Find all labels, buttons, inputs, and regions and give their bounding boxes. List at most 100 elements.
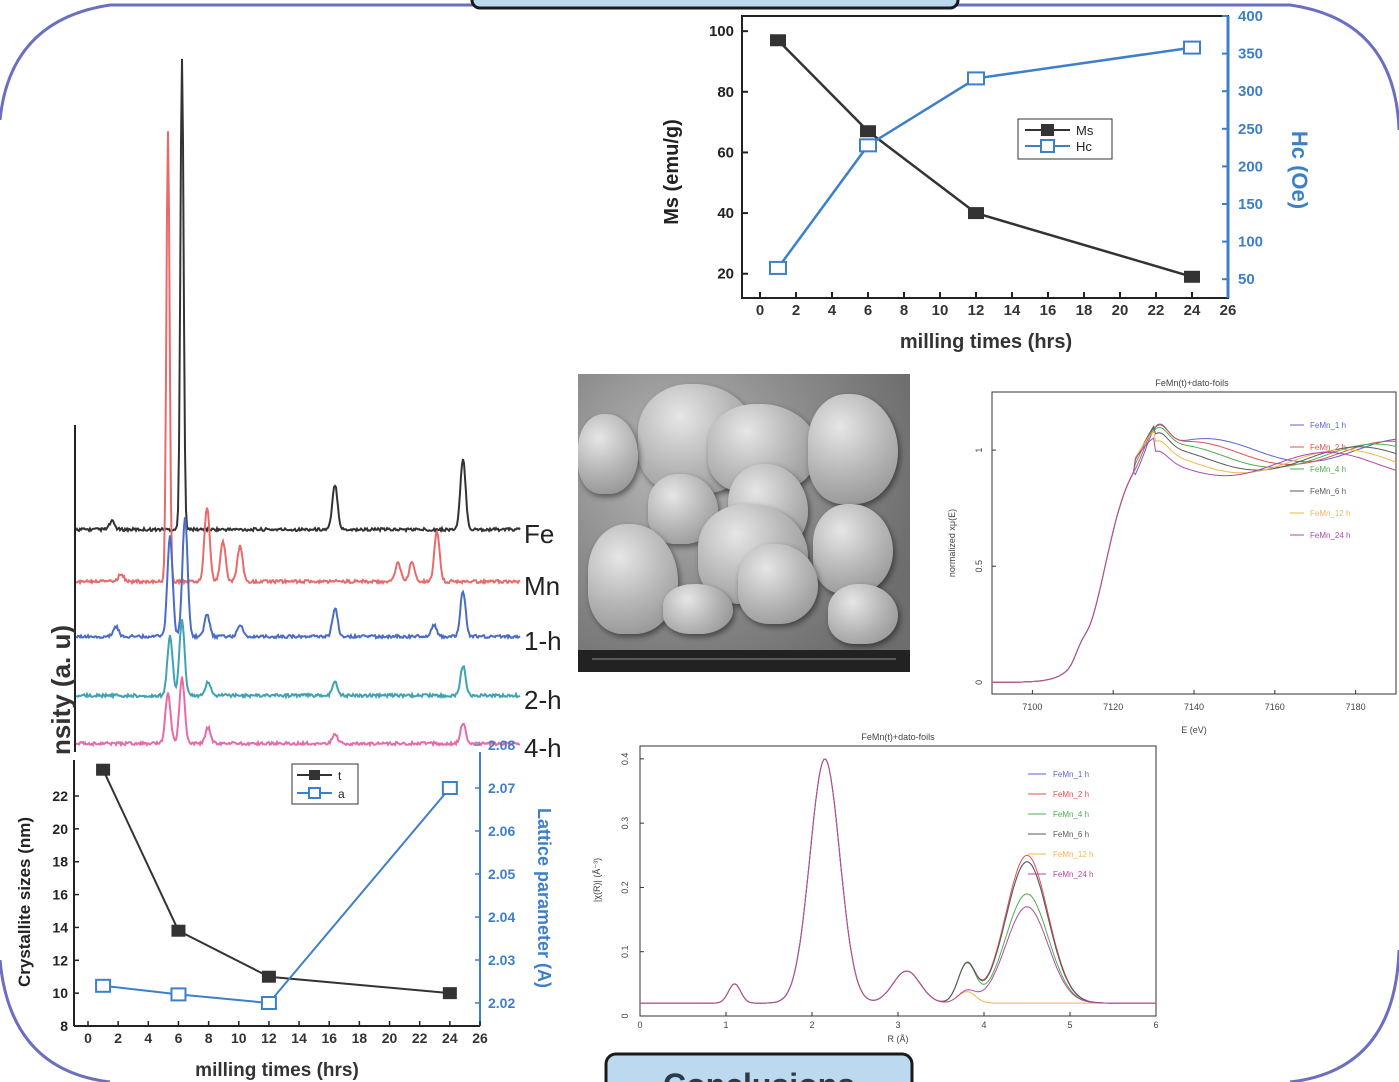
crystallite-x-tick-label: 2	[114, 1030, 122, 1046]
exafs-chart: FeMn(t)+dato-foils 0 1 2 3 4 5 6 0 0.1 0.2 0.3 0.4…	[592, 732, 1159, 1044]
ms-hc-y2-tick-label: 300	[1238, 83, 1263, 100]
crystallite-chart: 0 2 4 6 8 10 12 14 16 18 20 22 24 26 810121416182022 …	[15, 737, 554, 1081]
ms-hc-point-ms	[860, 125, 876, 138]
conclusions-button-frame[interactable]	[604, 1052, 914, 1082]
ms-hc-x-tick-label: 18	[1076, 302, 1093, 319]
xrd-trace-label-fe: Fe	[524, 519, 554, 549]
ms-hc-x-tick-label: 22	[1148, 302, 1165, 319]
crystallite-point-a	[95, 978, 112, 993]
crystallite-y-tick-label: 8	[60, 1018, 68, 1034]
exafs-plot-frame	[639, 745, 1157, 1017]
xanes-y-axis-label: normalized xμ(E)	[947, 509, 957, 577]
ms-hc-y2-tick-label: 150	[1238, 196, 1263, 213]
exafs-y-tick-label: 0.2	[620, 881, 630, 894]
ms-hc-x-tick-label: 14	[1004, 302, 1021, 319]
exafs-x-tick-label: 0	[637, 1020, 642, 1030]
conclusions-button-label[interactable]: Conclusions	[663, 1067, 855, 1082]
exafs-trace	[640, 758, 1156, 1004]
xanes-legend-label: FeMn_4 h	[1310, 465, 1346, 474]
exafs-legend-label: FeMn_24 h	[1053, 870, 1093, 879]
xanes-legend-label: FeMn_2 h	[1310, 443, 1346, 452]
xrd-trace-label-mn: Mn	[524, 571, 560, 601]
xanes-trace	[992, 424, 1397, 683]
crystallite-point-t	[261, 970, 276, 983]
ms-hc-point-ms	[1184, 270, 1200, 283]
exafs-x-tick-label: 1	[723, 1020, 728, 1030]
crystallite-legend-t-label: t	[338, 769, 342, 783]
ms-hc-x-tick-label: 12	[968, 302, 985, 319]
crystallite-x-tick-label: 16	[321, 1030, 337, 1046]
ms-hc-y-tick-label: 80	[717, 84, 734, 101]
crystallite-series-line-t	[102, 769, 450, 995]
exafs-x-axis-label: R (Å)	[888, 1034, 909, 1044]
exafs-y-tick-label: 0	[620, 1013, 630, 1018]
xrd-y-axis-label: nsity (a. u)	[46, 625, 76, 755]
ms-hc-legend-hc-marker	[1040, 139, 1055, 153]
ms-hc-y-tick-label: 100	[709, 23, 734, 40]
xrd-trace-mn	[75, 131, 521, 586]
ms-hc-y-axis-label: Ms (emu/g)	[661, 119, 683, 225]
crystallite-x-tick-label: 26	[472, 1030, 488, 1046]
crystallite-x-tick-label: 4	[144, 1030, 152, 1046]
xanes-title: FeMn(t)+dato-foils	[1155, 378, 1229, 388]
exafs-legend-label: FeMn_1 h	[1053, 770, 1089, 779]
ms-hc-x-tick-label: 0	[756, 302, 764, 319]
crystallite-point-a	[260, 996, 277, 1010]
xanes-y-tick-label: 0	[974, 680, 984, 685]
xanes-chart: FeMn(t)+dato-foils 7100 7120 7140 7160 7180 …	[947, 378, 1397, 735]
exafs-y-tick-label: 0.1	[620, 945, 630, 958]
crystallite-point-t	[171, 924, 186, 937]
xrd-trace-2-h	[75, 619, 521, 700]
ms-hc-point-hc	[769, 260, 787, 275]
ms-hc-y2-tick-label: 350	[1238, 46, 1263, 63]
exafs-y-tick-label: 0.3	[620, 817, 630, 830]
crystallite-y2-tick-label: 2.02	[488, 995, 515, 1011]
crystallite-x-tick-label: 0	[84, 1030, 92, 1046]
exafs-y-axis-label: |χ(R)| (Å⁻³)	[592, 858, 602, 902]
crystallite-y-tick-label: 14	[52, 919, 68, 935]
ms-hc-x-tick-label: 6	[864, 302, 872, 319]
crystallite-y2-tick-label: 2.07	[488, 780, 515, 796]
ms-hc-x-axis-label: milling times (hrs)	[900, 331, 1072, 353]
xrd-trace-label-1-h: 1-h	[524, 626, 562, 656]
crystallite-x-tick-label: 18	[352, 1030, 368, 1046]
exafs-x-tick-label: 4	[981, 1020, 986, 1030]
crystallite-x-tick-label: 24	[442, 1030, 458, 1046]
crystallite-point-a	[170, 987, 187, 1002]
ms-hc-y2-tick-label: 100	[1238, 234, 1263, 251]
crystallite-x-tick-label: 22	[412, 1030, 428, 1046]
xanes-x-tick-label: 7180	[1346, 702, 1366, 712]
xanes-legend-label: FeMn_24 h	[1310, 531, 1350, 540]
xanes-y-tick-label: 0.5	[974, 560, 984, 573]
exafs-y-tick-label: 0.4	[620, 753, 630, 766]
crystallite-x-tick-label: 6	[175, 1030, 183, 1046]
exafs-x-tick-label: 2	[809, 1020, 814, 1030]
crystallite-legend-a-marker	[308, 787, 321, 799]
sem-particle	[808, 394, 898, 504]
exafs-legend-label: FeMn_4 h	[1053, 810, 1089, 819]
sem-particle	[813, 504, 893, 594]
sem-particle	[828, 584, 898, 644]
crystallite-x-tick-label: 12	[261, 1030, 277, 1046]
exafs-legend-label: FeMn_12 h	[1053, 850, 1093, 859]
xanes-x-tick-label: 7160	[1265, 702, 1285, 712]
ms-hc-x-tick-label: 10	[932, 302, 949, 319]
xrd-trace-fe	[75, 58, 521, 534]
ms-hc-y-tick-label: 60	[717, 144, 734, 161]
crystallite-point-a	[441, 781, 458, 795]
top-tab-button[interactable]	[470, 0, 960, 10]
exafs-legend-label: FeMn_6 h	[1053, 830, 1089, 839]
ms-hc-x-tick-label: 8	[900, 302, 908, 319]
ms-hc-y2-tick-label: 50	[1238, 271, 1255, 288]
crystallite-legend-t-marker	[309, 770, 320, 780]
crystallite-y-tick-label: 22	[52, 788, 68, 804]
xrd-trace-1-h	[75, 517, 521, 641]
ms-hc-x-tick-label: 24	[1184, 302, 1201, 319]
crystallite-legend-a-label: a	[338, 787, 345, 801]
ms-hc-x-tick-label: 20	[1112, 302, 1129, 319]
xanes-trace	[992, 437, 1397, 683]
crystallite-x-tick-label: 10	[231, 1030, 247, 1046]
ms-hc-series-line-ms	[777, 39, 1193, 278]
conclusions-button[interactable]: Conclusions	[604, 1052, 914, 1082]
